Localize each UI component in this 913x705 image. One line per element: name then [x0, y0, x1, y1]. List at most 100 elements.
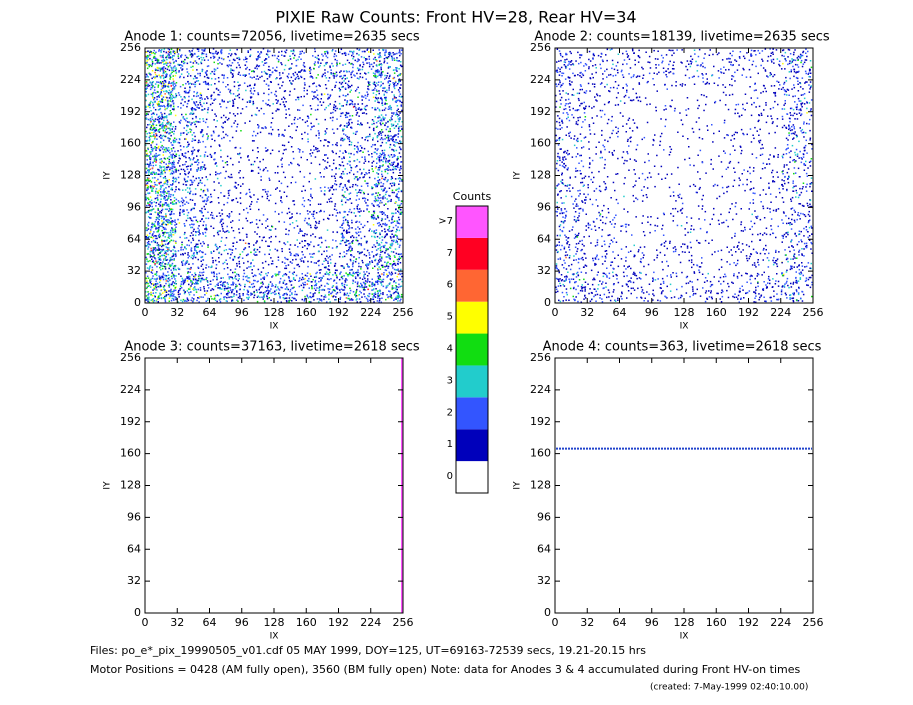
count-pixel	[341, 194, 344, 197]
count-pixel	[398, 60, 400, 62]
count-pixel	[378, 155, 381, 157]
count-pixel	[202, 224, 204, 227]
count-pixel	[267, 49, 269, 51]
count-pixel	[189, 86, 191, 89]
count-pixel	[194, 188, 197, 190]
count-pixel	[344, 191, 346, 193]
count-pixel	[189, 192, 191, 194]
count-pixel	[384, 193, 387, 196]
count-pixel	[363, 235, 366, 238]
count-pixel	[193, 223, 195, 226]
count-pixel	[394, 145, 396, 147]
count-pixel	[167, 92, 170, 94]
count-pixel	[156, 138, 158, 140]
count-pixel	[221, 74, 223, 76]
count-pixel	[155, 188, 158, 190]
count-pixel	[299, 71, 301, 73]
count-pixel	[178, 154, 180, 157]
count-pixel	[260, 51, 262, 53]
count-pixel	[327, 98, 329, 100]
count-pixel	[371, 153, 373, 155]
count-pixel	[324, 186, 326, 188]
count-pixel	[326, 128, 328, 130]
count-pixel	[391, 57, 393, 60]
count-pixel	[345, 103, 348, 106]
count-pixel	[191, 109, 193, 111]
count-pixel	[189, 54, 192, 56]
count-pixel	[264, 191, 267, 193]
count-pixel	[330, 112, 332, 114]
count-pixel	[378, 70, 381, 72]
count-pixel	[161, 127, 163, 129]
count-pixel	[158, 222, 160, 225]
count-pixel	[353, 208, 356, 210]
count-pixel	[379, 156, 382, 158]
count-pixel	[368, 58, 371, 60]
count-pixel	[397, 118, 400, 120]
count-pixel	[357, 231, 360, 233]
count-pixel	[399, 93, 402, 95]
count-pixel	[163, 69, 165, 72]
count-pixel	[285, 148, 287, 151]
count-pixel	[288, 229, 290, 232]
count-pixel	[393, 263, 395, 265]
count-pixel	[163, 193, 165, 196]
count-pixel	[225, 86, 227, 88]
count-pixel	[196, 160, 198, 162]
count-pixel	[238, 231, 241, 234]
count-pixel	[213, 70, 216, 73]
count-pixel	[249, 205, 251, 208]
count-pixel	[172, 105, 175, 108]
count-pixel	[150, 93, 153, 96]
count-pixel	[192, 62, 195, 64]
count-pixel	[399, 87, 401, 89]
count-pixel	[151, 95, 154, 97]
count-pixel	[399, 147, 402, 150]
count-pixel	[211, 52, 214, 55]
count-pixel	[197, 227, 199, 230]
count-pixel	[190, 169, 192, 171]
count-pixel	[364, 197, 367, 200]
count-pixel	[350, 211, 353, 214]
count-pixel	[392, 136, 394, 138]
count-pixel	[270, 133, 273, 136]
count-pixel	[399, 99, 401, 102]
count-pixel	[394, 135, 396, 137]
count-pixel	[353, 173, 355, 176]
count-pixel	[178, 201, 181, 204]
count-pixel	[171, 163, 173, 165]
count-pixel	[326, 229, 329, 231]
count-pixel	[161, 98, 163, 101]
count-pixel	[169, 195, 172, 198]
count-pixel	[241, 98, 244, 101]
count-pixel	[324, 51, 326, 53]
count-pixel	[380, 114, 383, 116]
count-pixel	[379, 202, 381, 204]
count-pixel	[249, 101, 251, 103]
count-pixel	[377, 199, 379, 202]
count-pixel	[265, 58, 267, 60]
count-pixel	[145, 99, 147, 102]
count-pixel	[154, 258, 157, 260]
count-pixel	[313, 97, 316, 99]
count-pixel	[310, 149, 312, 151]
count-pixel	[288, 164, 290, 166]
count-pixel	[368, 169, 370, 172]
count-pixel	[170, 269, 172, 271]
count-pixel	[387, 165, 389, 167]
count-pixel	[147, 223, 149, 225]
count-pixel	[316, 89, 318, 92]
count-pixel	[377, 180, 380, 182]
count-pixel	[342, 139, 345, 141]
count-pixel	[205, 53, 208, 55]
count-pixel	[239, 239, 241, 241]
count-pixel	[147, 105, 149, 108]
count-pixel	[156, 62, 158, 64]
count-pixel	[161, 240, 163, 243]
count-pixel	[291, 222, 294, 224]
count-pixel	[154, 197, 157, 200]
count-pixel	[162, 244, 164, 246]
count-pixel	[270, 122, 273, 124]
count-pixel	[269, 194, 272, 196]
count-pixel	[202, 232, 204, 234]
